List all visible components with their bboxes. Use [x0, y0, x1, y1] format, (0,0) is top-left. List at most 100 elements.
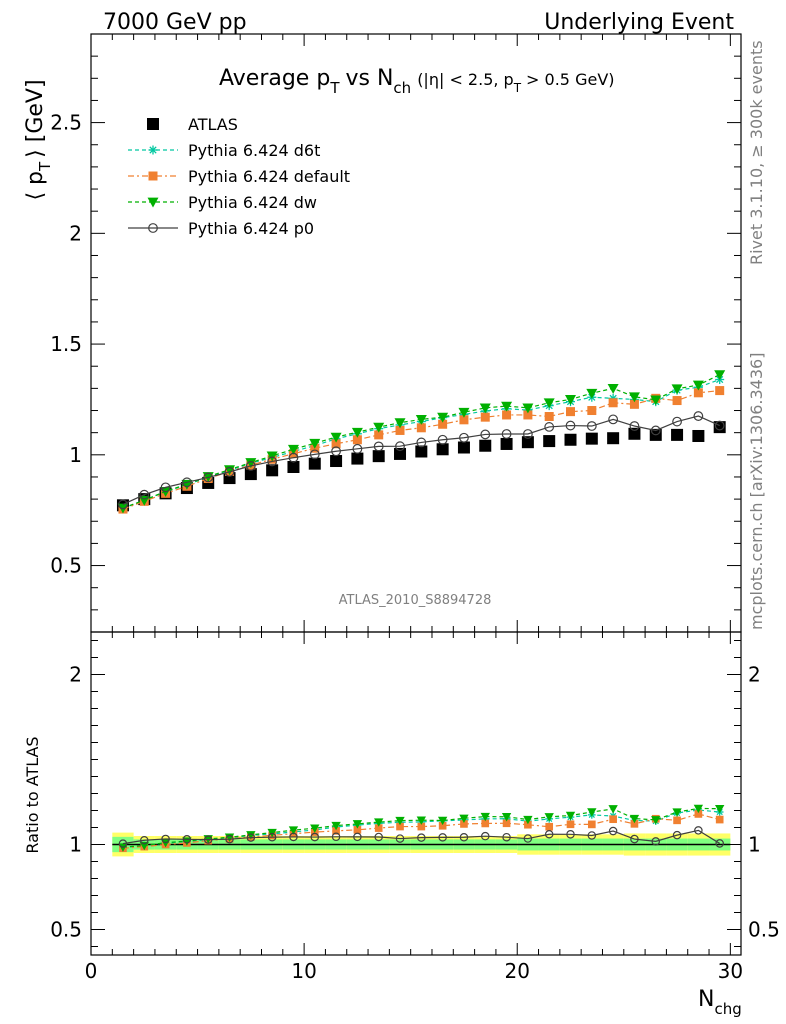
point-pythia-6-424-p0 [416, 437, 427, 448]
point-pythia-6-424-p0 [139, 489, 150, 500]
ratio-point-pythia-6-424-dw [672, 808, 682, 817]
ratio-point-pythia-6-424-p0 [651, 837, 661, 846]
ratio-point-pythia-6-424-default [609, 815, 617, 824]
point-pythia-6-424-default [715, 386, 725, 396]
ratio-point-pythia-6-424-dw [437, 816, 448, 826]
point-pythia-6-424-dw [650, 395, 662, 406]
ratio-point-pythia-6-424-default [481, 819, 490, 828]
point-atlas [457, 441, 470, 454]
chart-title: Average pT vs Nch (|η| < 2.5, pT > 0.5 GeV) [219, 66, 615, 97]
legend-marker-pythia-6-424-dw [147, 197, 159, 208]
point-pythia-6-424-p0 [395, 441, 405, 452]
point-pythia-6-424-p0 [245, 460, 256, 471]
point-pythia-6-424-p0 [182, 477, 192, 488]
point-pythia-6-424-dw [565, 395, 577, 405]
point-pythia-6-424-default [395, 425, 405, 435]
ratio-y-axis-label: Ratio to ATLAS [23, 736, 42, 853]
point-pythia-6-424-dw [309, 438, 321, 449]
ratio-point-pythia-6-424-p0 [289, 832, 298, 842]
y-tick-label: 1 [69, 443, 82, 467]
y-tick-label: 2 [69, 221, 82, 245]
point-pythia-6-424-dw [671, 384, 683, 395]
ratio-y-tick-label-right: 2 [748, 663, 761, 687]
point-pythia-6-424-p0 [608, 414, 619, 425]
ratio-point-pythia-6-424-p0 [118, 839, 128, 848]
ratio-point-pythia-6-424-p0 [587, 831, 597, 840]
y-tick-label: 2.5 [50, 111, 82, 135]
ratio-point-pythia-6-424-dw [651, 816, 661, 825]
point-pythia-6-424-dw [522, 403, 534, 414]
ratio-line-pythia-6-424-dw [122, 807, 720, 848]
ratio-point-pythia-6-424-p0 [608, 826, 618, 836]
point-pythia-6-424-p0 [480, 429, 491, 440]
point-pythia-6-424-default [459, 415, 469, 425]
ratio-y-tick-label-left: 0.5 [50, 918, 82, 942]
point-atlas [415, 445, 428, 458]
point-pythia-6-424-p0 [672, 416, 682, 427]
ratio-point-pythia-6-424-p0 [502, 832, 511, 842]
ratio-point-pythia-6-424-default [417, 822, 426, 831]
legend-label-pythia-6-424-dw: Pythia 6.424 dw [188, 193, 317, 212]
point-atlas [394, 447, 407, 460]
header-left-label: 7000 GeV pp [103, 10, 247, 35]
ratio-point-pythia-6-424-p0 [694, 826, 703, 835]
ratio-point-pythia-6-424-default [566, 820, 575, 829]
legend-marker-pythia-6-424-d6t-ray [149, 146, 157, 154]
point-atlas [564, 433, 577, 446]
point-pythia-6-424-default [416, 423, 426, 433]
point-pythia-6-424-dw [330, 432, 342, 443]
ratio-point-pythia-6-424-dw [565, 811, 576, 821]
ratio-point-pythia-6-424-p0 [459, 833, 469, 842]
point-pythia-6-424-default [523, 410, 533, 420]
point-pythia-6-424-p0 [118, 499, 128, 510]
point-pythia-6-424-dw [287, 444, 299, 455]
y-tick-label: 0.5 [50, 554, 82, 578]
point-pythia-6-424-dw [415, 414, 427, 425]
ratio-point-pythia-6-424-dw [459, 814, 469, 824]
ratio-point-pythia-6-424-p0 [225, 834, 234, 844]
ratio-point-pythia-6-424-p0 [331, 832, 341, 842]
ratio-point-pythia-6-424-default [502, 819, 511, 828]
point-atlas [500, 437, 513, 450]
ratio-point-pythia-6-424-default [673, 816, 681, 825]
x-axis-label: Nchg [698, 987, 742, 1018]
point-pythia-6-424-default [374, 430, 384, 440]
ratio-point-pythia-6-424-default [587, 820, 596, 829]
ratio-point-pythia-6-424-p0 [140, 835, 149, 845]
point-pythia-6-424-p0 [565, 420, 576, 431]
point-pythia-6-424-default [331, 439, 341, 449]
point-pythia-6-424-p0 [544, 422, 555, 432]
point-pythia-6-424-p0 [522, 429, 533, 439]
ratio-point-pythia-6-424-default [715, 815, 724, 824]
point-pythia-6-424-default [438, 419, 448, 429]
ratio-point-pythia-6-424-default [460, 820, 468, 828]
ratio-point-pythia-6-424-dw [629, 814, 640, 824]
analysis-tag: ATLAS_2010_S8894728 [339, 593, 492, 608]
point-atlas [479, 439, 492, 452]
point-pythia-6-424-dw [224, 465, 236, 476]
series-line-pythia-6-424-p0 [122, 415, 720, 505]
ratio-point-pythia-6-424-p0 [310, 832, 320, 842]
point-pythia-6-424-p0 [373, 441, 384, 452]
point-pythia-6-424-p0 [288, 452, 299, 463]
ratio-point-pythia-6-424-default [630, 820, 639, 828]
point-pythia-6-424-p0 [203, 472, 214, 483]
ratio-point-pythia-6-424-default [332, 827, 340, 835]
point-pythia-6-424-dw [543, 398, 555, 409]
ratio-point-pythia-6-424-dw [523, 815, 533, 825]
ratio-point-pythia-6-424-p0 [161, 834, 170, 844]
ratio-point-pythia-6-424-p0 [395, 834, 405, 843]
y-axis-label: ⟨ pT⟩ [GeV] [23, 79, 54, 200]
point-pythia-6-424-default [672, 396, 682, 406]
ratio-point-pythia-6-424-default [545, 822, 554, 831]
ratio-point-pythia-6-424-p0 [267, 832, 277, 842]
point-pythia-6-424-dw [394, 418, 406, 429]
x-tick-label: 10 [291, 959, 316, 983]
point-pythia-6-424-dw [714, 370, 726, 381]
rivet-version-label: Rivet 3.1.10, ≥ 300k events [747, 40, 766, 265]
ratio-point-pythia-6-424-dw [246, 831, 256, 840]
ratio-point-pythia-6-424-p0 [203, 835, 213, 844]
point-pythia-6-424-p0 [459, 432, 469, 443]
point-atlas [521, 436, 534, 449]
